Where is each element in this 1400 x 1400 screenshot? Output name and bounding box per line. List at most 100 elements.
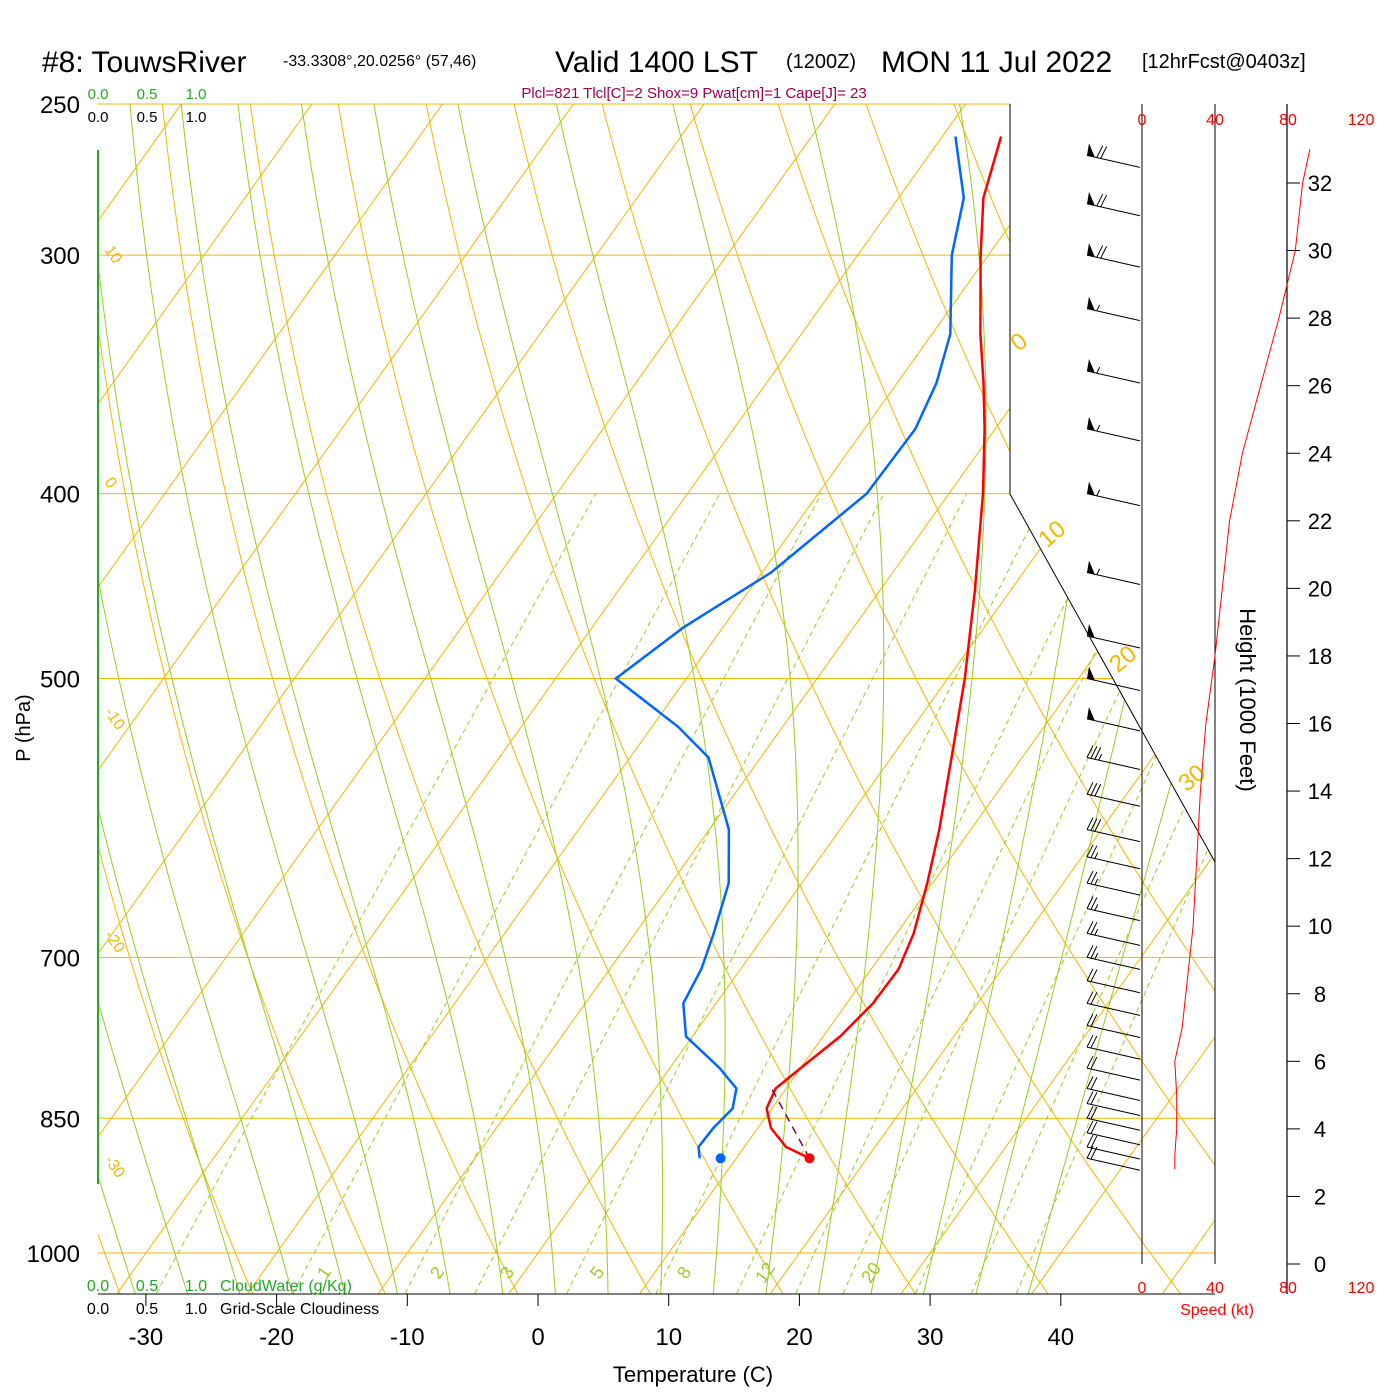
wind-barb bbox=[1086, 560, 1141, 585]
wind-barb bbox=[1086, 1055, 1141, 1081]
temperature-tick-label: 30 bbox=[917, 1324, 944, 1351]
moist-adiabat-16 bbox=[548, 104, 726, 1294]
wind-barb bbox=[1086, 1091, 1141, 1116]
temperature-tick-label: 0 bbox=[531, 1324, 544, 1351]
dry-adiabat-290 bbox=[332, 104, 788, 1294]
isotherm--40 bbox=[98, 104, 885, 1294]
station-title: #8: TouwsRiver bbox=[42, 46, 247, 79]
pressure-tick-label: 850 bbox=[40, 1106, 80, 1133]
cloudwater-tick-top: 0.0 bbox=[88, 86, 109, 103]
dry-adiabat-350 bbox=[853, 104, 1215, 1294]
moist-adiabat--8 bbox=[126, 104, 400, 1294]
dewpoint-line bbox=[613, 136, 966, 1159]
height-tick-label: 24 bbox=[1308, 441, 1332, 466]
isotherm-label-left: 0 bbox=[101, 475, 120, 492]
mixing-ratio-8 bbox=[655, 493, 1048, 1294]
moist-adiabat-lines bbox=[98, 104, 1215, 1294]
isotherm-0 bbox=[508, 104, 1215, 1294]
speed-axis-title: Speed (kt) bbox=[1180, 1302, 1254, 1319]
wind-barb bbox=[1086, 243, 1141, 268]
isotherm-40 bbox=[1031, 104, 1215, 1294]
cloudwater-tick-bottom: 0.0 bbox=[87, 1278, 109, 1295]
temperature-tick-label: -20 bbox=[259, 1324, 294, 1351]
speed-tick-label-bottom: 40 bbox=[1206, 1280, 1224, 1297]
speed-tick-label-top: 0 bbox=[1138, 112, 1147, 129]
isotherm--50 bbox=[98, 104, 754, 1294]
cloudiness-tick-bottom: 1.0 bbox=[185, 1301, 207, 1318]
isotherm--60 bbox=[98, 104, 624, 1294]
valid-date: MON 11 Jul 2022 bbox=[881, 46, 1112, 79]
wind-barb bbox=[1086, 896, 1141, 922]
mixing-ratio-16 bbox=[795, 493, 1172, 1294]
height-tick-label: 6 bbox=[1314, 1049, 1326, 1074]
mixing-ratio-label: 20 bbox=[857, 1259, 885, 1287]
height-tick-label: 18 bbox=[1308, 644, 1332, 669]
mixing-ratio-3 bbox=[474, 493, 885, 1294]
isotherm-label-left: 10 bbox=[101, 243, 125, 267]
wind-barb bbox=[1086, 945, 1141, 970]
forecast-info: [12hrFcst@0403z] bbox=[1142, 51, 1306, 73]
height-tick-label: 10 bbox=[1308, 914, 1332, 939]
isotherm--20 bbox=[247, 104, 1146, 1294]
isotherm-30 bbox=[900, 104, 1215, 1294]
wind-barb bbox=[1086, 1106, 1141, 1131]
sounding-series bbox=[613, 136, 1003, 1164]
temperature-tick-label: 20 bbox=[786, 1324, 813, 1351]
isotherm--70 bbox=[98, 104, 493, 1294]
pressure-tick-label: 400 bbox=[40, 482, 80, 509]
utc-time: (1200Z) bbox=[786, 51, 856, 73]
cloudiness-tick-bottom: 0.0 bbox=[87, 1301, 109, 1318]
wind-barb bbox=[1086, 991, 1141, 1016]
height-tick-label: 14 bbox=[1308, 779, 1332, 804]
isobar-lines bbox=[98, 103, 1215, 1254]
pressure-tick-label: 500 bbox=[40, 667, 80, 694]
speed-tick-label-top: 80 bbox=[1279, 112, 1297, 129]
mixing-ratio-label: 12 bbox=[751, 1259, 779, 1287]
cloudwater-tick-bottom: 1.0 bbox=[185, 1278, 207, 1295]
isotherm--80 bbox=[98, 104, 362, 1294]
dry-adiabat-270 bbox=[158, 104, 523, 1294]
moist-adiabat--28 bbox=[98, 104, 139, 1294]
isotherm--100 bbox=[98, 104, 101, 1294]
mixing-ratio-2 bbox=[404, 493, 822, 1294]
height-tick-label: 32 bbox=[1308, 171, 1332, 196]
plot-frame bbox=[97, 104, 1288, 1295]
temperature-tick-label: -10 bbox=[390, 1324, 425, 1351]
wind-barb bbox=[1086, 1034, 1141, 1060]
height-tick-label: 12 bbox=[1308, 847, 1332, 872]
dry-adiabat-280 bbox=[245, 104, 655, 1294]
cloudwater-tick-top: 1.0 bbox=[186, 86, 207, 103]
wind-barb bbox=[1086, 782, 1141, 807]
wind-barbs bbox=[1086, 143, 1141, 1171]
isotherm--30 bbox=[116, 104, 1016, 1294]
moist-adiabat-0 bbox=[233, 104, 505, 1294]
dry-adiabat-410 bbox=[1376, 70, 1400, 1301]
wind-barb bbox=[1086, 870, 1141, 896]
surface-dewpoint-dot bbox=[715, 1153, 726, 1164]
dry-adiabat-400 bbox=[1289, 70, 1400, 1301]
wind-barb bbox=[1086, 416, 1141, 442]
isotherm-label-right: 30 bbox=[1173, 759, 1211, 797]
surface-temperature-dot bbox=[804, 1153, 815, 1164]
height-tick-label: 2 bbox=[1314, 1184, 1326, 1209]
mixing-ratio-0.4 bbox=[155, 493, 597, 1294]
moist-adiabat--20 bbox=[98, 104, 243, 1294]
height-tick-label: 8 bbox=[1314, 982, 1326, 1007]
height-tick-label: 0 bbox=[1314, 1252, 1326, 1277]
mixing-ratio-12 bbox=[736, 493, 1120, 1294]
pressure-tick-label: 700 bbox=[40, 945, 80, 972]
height-tick-label: 30 bbox=[1308, 239, 1332, 264]
valid-time: Valid 1400 LST bbox=[555, 46, 758, 79]
height-tick-label: 26 bbox=[1308, 374, 1332, 399]
pressure-tick-label: 300 bbox=[40, 243, 80, 270]
height-tick-label: 16 bbox=[1308, 712, 1332, 737]
wind-barb bbox=[1086, 745, 1141, 770]
temperature-line bbox=[765, 136, 1003, 1160]
moist-adiabat-40 bbox=[1025, 104, 1215, 1294]
mixing-ratio-label: 3 bbox=[496, 1263, 518, 1283]
pressure-tick-label: 250 bbox=[40, 92, 80, 119]
dry-adiabat-300 bbox=[419, 104, 921, 1294]
dry-adiabat-250 bbox=[98, 104, 257, 1294]
moist-adiabat--16 bbox=[98, 104, 295, 1294]
